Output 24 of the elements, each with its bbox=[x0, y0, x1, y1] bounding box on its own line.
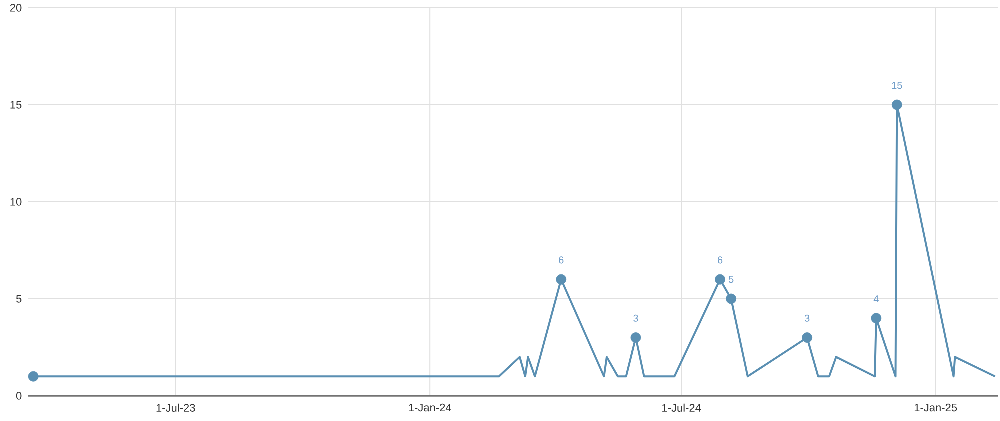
data-label: 6 bbox=[718, 256, 723, 264]
x-tick-label: 1-Jul-23 bbox=[156, 404, 196, 412]
x-tick-label: 1-Jan-24 bbox=[409, 404, 452, 412]
data-label: 3 bbox=[634, 314, 638, 322]
point bbox=[556, 274, 567, 285]
point bbox=[28, 371, 39, 382]
y-tick-label: 5 bbox=[16, 295, 22, 303]
data-label: 4 bbox=[874, 296, 879, 303]
x-tick-label: 1-Jul-24 bbox=[662, 404, 702, 412]
point bbox=[892, 100, 902, 110]
data-label: 6 bbox=[559, 256, 564, 264]
point bbox=[871, 313, 882, 324]
y-tick-label: 10 bbox=[10, 198, 22, 206]
x-tick-label: 1-Jan-25 bbox=[914, 404, 958, 412]
data-label: 5 bbox=[728, 276, 734, 284]
point bbox=[715, 274, 726, 285]
data-label: 15 bbox=[892, 82, 902, 90]
y-tick-label: 0 bbox=[16, 392, 22, 400]
y-tick-label: 15 bbox=[10, 101, 22, 109]
point bbox=[802, 332, 813, 343]
y-tick-label: 20 bbox=[10, 4, 22, 12]
data-label: 3 bbox=[804, 314, 810, 322]
point bbox=[726, 294, 737, 304]
point bbox=[630, 332, 642, 343]
